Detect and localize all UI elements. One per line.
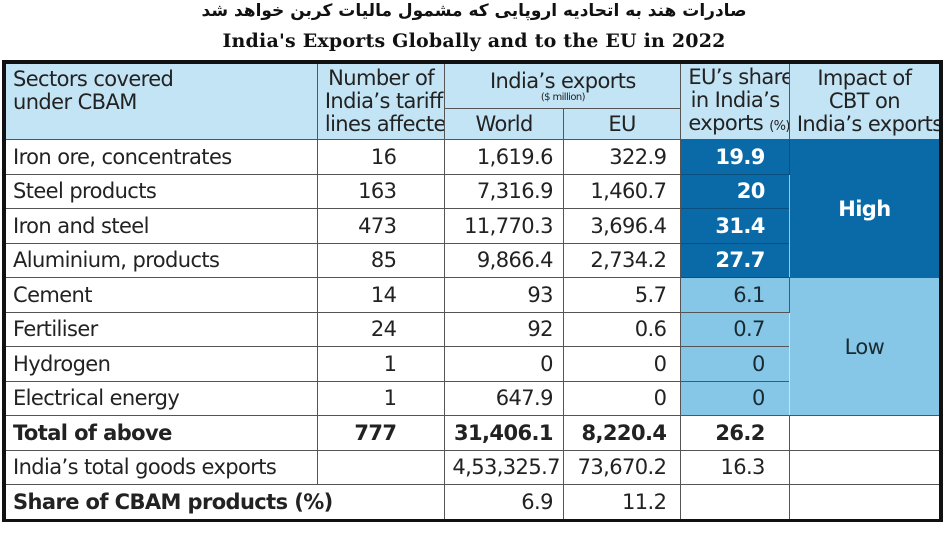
india-total-row: India’s total goods exports 4,53,325.7 7… xyxy=(3,449,942,485)
eu-share: 0.7 xyxy=(680,311,790,347)
tariff-lines: 85 xyxy=(316,242,446,278)
exports-eu: 1,460.7 xyxy=(562,173,682,209)
exports-eu: 322.9 xyxy=(562,139,682,175)
header-share-line1: EU’s share xyxy=(688,64,790,89)
india-total-impact-empty xyxy=(788,449,942,485)
header-exports-unit: ($ million) xyxy=(540,91,586,103)
header-tariff-line1: Number of xyxy=(328,66,435,90)
header-sectors-line2: under CBAM xyxy=(13,90,137,114)
table-row: Fertiliser 24 92 0.6 0.7 xyxy=(3,311,941,347)
total-eu: 8,220.4 xyxy=(562,415,682,451)
total-world: 31,406.1 xyxy=(444,415,564,451)
exports-world: 93 xyxy=(444,277,564,313)
cbam-share-row: Share of CBAM products (%) 6.9 11.2 xyxy=(3,484,942,522)
sector-name: Iron and steel xyxy=(3,208,318,244)
table-row: Electrical energy 1 647.9 0 0 xyxy=(3,380,941,416)
eu-share: 0 xyxy=(680,380,790,416)
header-impact-line3: India’s exports xyxy=(796,112,941,136)
eu-share: 31.4 xyxy=(680,208,790,244)
sector-name: Aluminium, products xyxy=(3,242,318,278)
table-row: Cement 14 93 5.7 6.1 Low xyxy=(3,277,942,416)
exports-eu: 2,734.2 xyxy=(562,242,682,278)
exports-world: 0 xyxy=(444,346,564,382)
india-total-tariff-empty xyxy=(316,449,446,485)
cbam-exports-table: Sectors covered under CBAM Number of Ind… xyxy=(2,60,943,522)
exports-world: 92 xyxy=(444,311,564,347)
india-total-eu-share: 16.3 xyxy=(680,449,790,485)
header-tariff-line3: lines affected xyxy=(324,112,445,136)
header-sectors-line1: Sectors covered xyxy=(13,67,174,91)
tariff-lines: 473 xyxy=(316,208,446,244)
cbam-share-world: 6.9 xyxy=(444,484,564,522)
exports-world: 1,619.6 xyxy=(444,139,564,175)
impact-high: High xyxy=(788,139,942,278)
header-share-line2: in India’s xyxy=(690,87,781,112)
exports-eu: 5.7 xyxy=(562,277,682,313)
sector-name: Cement xyxy=(3,277,318,313)
header-impact: Impact of CBT on India’s exports xyxy=(788,61,942,140)
table-row: Steel products 163 7,316.9 1,460.7 20 xyxy=(3,173,941,209)
exports-world: 9,866.4 xyxy=(444,242,564,278)
english-title: India's Exports Globally and to the EU i… xyxy=(222,30,726,52)
tariff-lines: 1 xyxy=(316,346,446,382)
tariff-lines: 16 xyxy=(316,139,446,175)
header-impact-line2: CBT on xyxy=(828,89,901,113)
exports-world: 7,316.9 xyxy=(444,173,564,209)
exports-world: 11,770.3 xyxy=(444,208,564,244)
total-impact-empty xyxy=(788,415,942,451)
header-eu: EU xyxy=(562,108,682,140)
exports-eu: 3,696.4 xyxy=(562,208,682,244)
cbam-share-impact-empty xyxy=(788,484,942,522)
header-sectors: Sectors covered under CBAM xyxy=(3,61,318,140)
header-tariff-lines: Number of India’s tariff lines affected xyxy=(316,61,446,140)
eu-share: 20 xyxy=(680,173,790,209)
sector-name: Fertiliser xyxy=(3,311,318,347)
eu-share: 6.1 xyxy=(680,277,790,313)
table-row: Iron and steel 473 11,770.3 3,696.4 31.4 xyxy=(3,208,941,244)
header-world: World xyxy=(444,108,564,140)
cbam-share-eu: 11.2 xyxy=(562,484,682,522)
india-total-eu: 73,670.2 xyxy=(562,449,682,485)
sector-name: Steel products xyxy=(3,173,318,209)
header-exports: India’s exports ($ million) xyxy=(444,61,682,109)
exports-eu: 0.6 xyxy=(562,311,682,347)
exports-eu: 0 xyxy=(562,380,682,416)
table-row: Iron ore, concentrates 16 1,619.6 322.9 … xyxy=(3,139,942,278)
tariff-lines: 163 xyxy=(316,173,446,209)
total-row: Total of above 777 31,406.1 8,220.4 26.2 xyxy=(3,415,942,451)
tariff-lines: 24 xyxy=(316,311,446,347)
sector-name: Electrical energy xyxy=(3,380,318,416)
total-eu-share: 26.2 xyxy=(680,415,790,451)
header-eu-share: EU’s share in India’s exports (%) xyxy=(680,61,790,140)
header-exports-label: India’s exports xyxy=(489,68,636,93)
header-share-unit: (%) xyxy=(769,118,790,134)
india-total-label: India’s total goods exports xyxy=(3,449,318,485)
header-impact-line1: Impact of xyxy=(817,66,912,90)
total-tariff-lines: 777 xyxy=(316,415,446,451)
total-label: Total of above xyxy=(3,415,318,451)
header-tariff-line2: India’s tariff xyxy=(324,89,443,113)
exports-world: 647.9 xyxy=(444,380,564,416)
cbam-share-eu-share-empty xyxy=(680,484,790,522)
tariff-lines: 1 xyxy=(316,380,446,416)
exports-eu: 0 xyxy=(562,346,682,382)
sector-name: Hydrogen xyxy=(3,346,318,382)
eu-share: 0 xyxy=(680,346,790,382)
india-total-world: 4,53,325.7 xyxy=(444,449,564,485)
persian-title: صادرات هند به اتحادیه اروپایی که مشمول م… xyxy=(201,1,747,21)
cbam-share-label: Share of CBAM products (%) xyxy=(3,484,446,522)
impact-low: Low xyxy=(788,277,942,416)
sector-name: Iron ore, concentrates xyxy=(3,139,318,175)
eu-share: 19.9 xyxy=(680,139,790,175)
tariff-lines: 14 xyxy=(316,277,446,313)
eu-share: 27.7 xyxy=(680,242,790,278)
header-share-line3: exports xyxy=(688,110,764,135)
